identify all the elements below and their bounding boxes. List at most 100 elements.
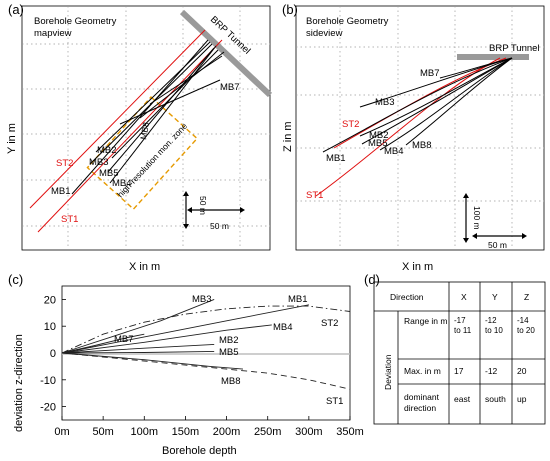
panel-a-mb7a-line <box>149 55 223 105</box>
panel-a-mb8-label: MB8 <box>138 121 151 140</box>
panel-b-mb7-line <box>439 57 513 79</box>
panel-a-ylabel: Y in m <box>6 123 18 154</box>
x-tick-label: 250m <box>254 426 282 438</box>
panel-a-subtitle: mapview <box>34 28 72 39</box>
panel-a-tunnel <box>179 9 273 98</box>
panel-b-scale-v-label: 100 m <box>472 206 482 230</box>
panel-a-st2-line <box>29 29 206 209</box>
table-r1-y-wrap: -12 to 10 <box>485 316 503 335</box>
table-header-z: Z <box>524 292 529 302</box>
panel-c-mb2-label: MB2 <box>219 335 239 346</box>
panel-b-frame <box>295 5 545 251</box>
panel-d-label: (d) <box>364 272 380 287</box>
panel-b-scale-h-label: 50 m <box>488 240 507 250</box>
panel-b-mb1-line <box>322 57 513 153</box>
series-line-mb7 <box>61 333 145 354</box>
series-line-mb5 <box>61 350 215 354</box>
panel-b-xlabel: X in m <box>402 261 433 273</box>
table-side-label: Deviation <box>383 354 393 390</box>
panel-a-mb4-label: MB4 <box>112 178 132 189</box>
panel-b-mb8-line <box>405 57 513 146</box>
panel-b-mb8-label: MB8 <box>412 140 432 151</box>
panel-c-mb4-label: MB4 <box>273 322 293 333</box>
y-tick-label: -10 <box>40 375 56 387</box>
y-tick-label: 0 <box>50 348 56 360</box>
panel-b-subtitle: sideview <box>306 28 343 39</box>
panel-c-ylabel: deviation z-direction <box>13 334 25 432</box>
panel-a-mb3-line <box>89 43 213 165</box>
x-tick-label: 100m <box>131 426 159 438</box>
panel-c-ticks: 0m 50m 100m 150m 200m 250m 300m 350m 20 10 0 -10 -20 <box>40 294 364 438</box>
series-line-mb3 <box>61 298 215 354</box>
panel-b-st2-label: ST2 <box>342 119 359 130</box>
panel-a-mb8-line <box>139 51 225 119</box>
panel-a-st2-label: ST2 <box>56 158 73 169</box>
panel-b-mb2-label: MB2 <box>369 130 389 141</box>
series-line-st2 <box>61 305 351 354</box>
panel-c-xlabel: Borehole depth <box>162 445 237 457</box>
panel-c-series <box>61 298 351 390</box>
panel-a-frame <box>21 5 271 251</box>
table-r2-z: 20 <box>517 366 527 376</box>
x-tick-label: 300m <box>295 426 323 438</box>
panel-a-xlabel: X in m <box>129 261 160 273</box>
panel-b-ylabel: Z in m <box>282 121 294 152</box>
panel-a-mb2-line <box>95 41 211 153</box>
table-r1-label-wrap: Range in m <box>404 316 448 326</box>
panel-b-mb1-label: MB1 <box>326 153 346 164</box>
panel-b: Borehole Geometry sideview BRP Tunnel MB… <box>282 5 545 273</box>
series-line-mb8 <box>61 352 244 370</box>
table-r1-x: -17 to 11 <box>454 316 472 335</box>
panel-a-mb7-line <box>119 79 221 125</box>
panel-a: Borehole Geometry mapview BRP Tunnel hig… <box>6 5 273 273</box>
y-tick-label: 20 <box>44 294 56 306</box>
series-line-mb4 <box>61 324 272 354</box>
table-r3-label: dominant direction <box>404 392 439 413</box>
panel-b-mb7-label: MB7 <box>420 68 440 79</box>
panel-c-mb7-label: MB7 <box>114 334 134 345</box>
panel-b-mb5-line <box>361 57 513 145</box>
panel-c-mb1-label: MB1 <box>288 294 308 305</box>
panel-c-label: (c) <box>8 272 23 287</box>
panel-a-scale-h-label: 50 m <box>210 221 229 231</box>
panel-c-mb5-label: MB5 <box>219 347 239 358</box>
panel-b-st1-line <box>315 57 501 197</box>
table-r1-z: -14 to 20 <box>517 316 535 335</box>
y-tick-label: 10 <box>44 321 56 333</box>
table-r1-label: Range in m <box>404 316 448 326</box>
panel-b-scale: 100 m 50 m <box>463 193 527 250</box>
panel-b-mb4-line <box>379 57 513 151</box>
panel-c-mb8-label: MB8 <box>221 376 241 387</box>
panel-b-label: (b) <box>282 2 298 17</box>
x-tick-label: 200m <box>213 426 241 438</box>
panel-b-mb2-line <box>359 57 513 137</box>
panel-a-scale: 50 m 50 m <box>183 191 245 231</box>
panel-a-mb3-label: MB3 <box>89 157 109 168</box>
series-line-mb2 <box>61 343 215 354</box>
panel-a-mb4-line <box>109 45 217 184</box>
panel-a-mb5-label: MB5 <box>99 168 119 179</box>
panel-b-st1-label: ST1 <box>306 190 323 201</box>
series-line-st1 <box>61 352 351 390</box>
panel-a-scale-v-label: 50 m <box>198 196 208 215</box>
panel-b-title: Borehole Geometry <box>306 16 389 27</box>
table-r2-x: 17 <box>454 366 464 376</box>
table-r2-label: Max. in m <box>404 366 441 376</box>
panel-b-tunnel-label: BRP Tunnel <box>489 43 540 54</box>
panel-d-table: Direction X Y Z Deviation Range in m -17… <box>373 281 546 425</box>
table-r3-y: south <box>485 394 506 404</box>
panel-a-label: (a) <box>8 2 24 17</box>
panel-c-st2-label: ST2 <box>321 318 338 329</box>
panel-b-grid <box>296 6 544 250</box>
panel-a-st1-label: ST1 <box>61 214 78 225</box>
x-tick-label: 150m <box>172 426 200 438</box>
table-r1-x-wrap: -17 to 11 <box>454 316 472 335</box>
series-line-mb1 <box>61 304 309 354</box>
table-header-y: Y <box>492 292 498 302</box>
panel-a-monitoring-zone <box>86 96 199 211</box>
table-r1-z-wrap: -14 to 20 <box>517 316 535 335</box>
panel-a-mb5-line <box>107 47 215 173</box>
panel-b-mb3-label: MB3 <box>375 97 395 108</box>
panel-a-mb7-label: MB7 <box>220 82 240 93</box>
